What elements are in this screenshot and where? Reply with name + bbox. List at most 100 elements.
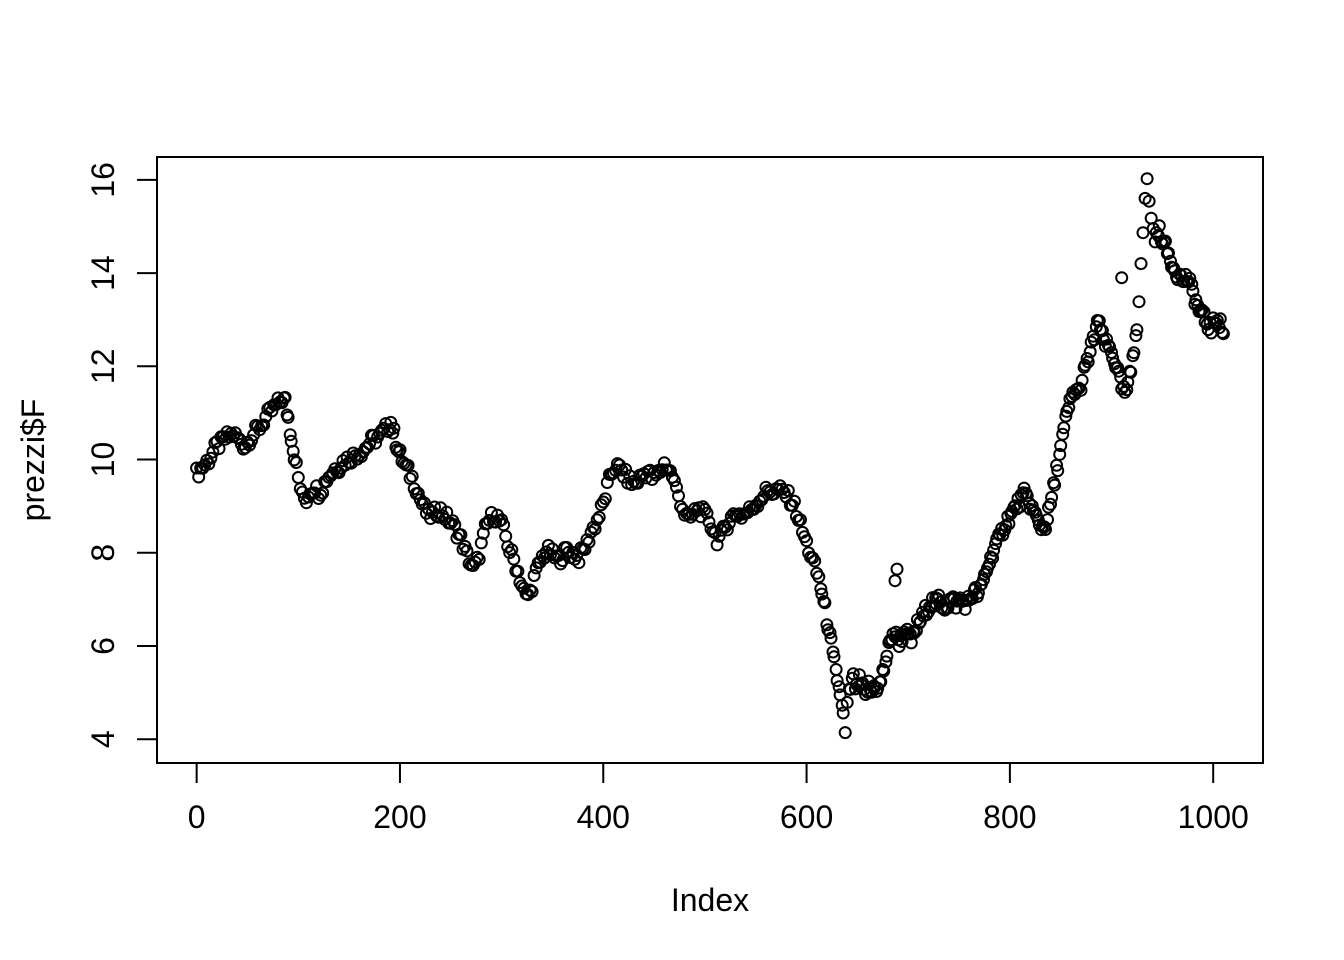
data-point — [517, 581, 531, 595]
data-point — [907, 626, 921, 640]
y-axis: 4 6 8 10 12 14 16 — [85, 162, 157, 748]
data-point — [670, 480, 683, 494]
outlier-point — [1115, 271, 1129, 285]
data-point — [1100, 332, 1113, 346]
x-tick-label: 0 — [188, 799, 206, 835]
data-point — [525, 585, 539, 599]
data-point — [278, 390, 292, 404]
data-point — [1179, 267, 1193, 281]
data-point — [604, 468, 618, 481]
data-point — [535, 549, 549, 563]
data-point — [257, 418, 271, 432]
y-tick-label: 10 — [85, 442, 121, 478]
data-point — [503, 546, 517, 560]
data-point — [1189, 293, 1203, 307]
data-point — [818, 596, 832, 610]
data-point — [1075, 373, 1089, 387]
data-points — [190, 172, 1230, 740]
data-point — [1059, 409, 1073, 423]
data-point — [1183, 271, 1197, 285]
y-tick-label: 6 — [85, 637, 121, 655]
data-point — [523, 583, 537, 597]
data-point — [877, 664, 891, 678]
data-point — [781, 484, 795, 497]
data-point — [572, 556, 586, 570]
data-point — [281, 410, 295, 424]
data-point — [718, 520, 732, 534]
data-point — [986, 551, 1000, 565]
data-point — [827, 650, 841, 664]
data-point — [588, 522, 602, 536]
data-point — [1020, 489, 1034, 503]
data-point — [1140, 172, 1154, 186]
data-point — [1124, 365, 1138, 379]
data-point — [598, 492, 612, 506]
data-point — [823, 626, 837, 640]
data-point — [657, 456, 671, 470]
x-tick-label: 200 — [373, 799, 426, 835]
data-point — [1048, 478, 1062, 492]
y-tick-label: 16 — [85, 162, 121, 198]
data-point — [505, 543, 519, 557]
data-point — [1078, 358, 1092, 372]
data-point — [787, 494, 801, 508]
data-point — [1155, 237, 1169, 251]
y-tick-label: 14 — [85, 255, 121, 291]
data-point — [287, 453, 301, 467]
data-point — [824, 631, 838, 645]
data-point — [1022, 496, 1036, 510]
data-point — [411, 486, 425, 500]
data-point — [314, 488, 328, 502]
data-point — [1158, 234, 1172, 248]
data-point — [1120, 383, 1134, 397]
data-point — [838, 726, 852, 740]
x-tick-label: 1000 — [1178, 799, 1249, 835]
data-point — [1162, 246, 1175, 260]
data-point — [821, 623, 835, 637]
data-point — [212, 442, 226, 456]
data-point — [826, 645, 840, 659]
outlier-point — [888, 574, 902, 588]
data-point — [472, 552, 486, 566]
data-point — [1053, 447, 1067, 461]
data-point — [245, 434, 258, 448]
data-point — [590, 513, 604, 527]
data-point — [1132, 295, 1146, 309]
data-point — [977, 573, 990, 587]
data-point — [815, 587, 829, 601]
data-point — [1216, 327, 1230, 341]
y-tick-label: 8 — [85, 544, 121, 562]
data-point — [1083, 345, 1097, 359]
data-point — [1195, 303, 1209, 317]
data-point — [619, 462, 633, 476]
data-point — [880, 649, 894, 663]
data-point — [401, 458, 415, 472]
x-tick-label: 400 — [577, 799, 630, 835]
data-point — [387, 421, 401, 435]
data-point — [405, 469, 419, 483]
data-point — [202, 457, 216, 471]
data-point — [1213, 312, 1227, 326]
data-point — [1185, 277, 1199, 291]
data-point — [1045, 490, 1059, 504]
data-point — [460, 544, 474, 558]
data-point — [987, 543, 1001, 557]
data-point — [286, 444, 300, 458]
data-point — [700, 506, 714, 520]
data-point — [541, 538, 555, 552]
data-point — [1129, 329, 1143, 343]
data-point — [1103, 340, 1116, 354]
data-point — [1152, 219, 1166, 233]
x-axis: 0 200 400 600 800 1000 — [188, 763, 1249, 835]
data-point — [710, 538, 724, 552]
data-point — [708, 526, 722, 540]
y-axis-title: prezzi$F — [15, 399, 51, 522]
data-point — [1014, 488, 1028, 502]
data-point — [879, 655, 893, 669]
data-point — [1127, 346, 1141, 360]
y-tick-label: 12 — [85, 349, 121, 385]
data-point — [190, 461, 204, 475]
data-point — [871, 681, 885, 695]
